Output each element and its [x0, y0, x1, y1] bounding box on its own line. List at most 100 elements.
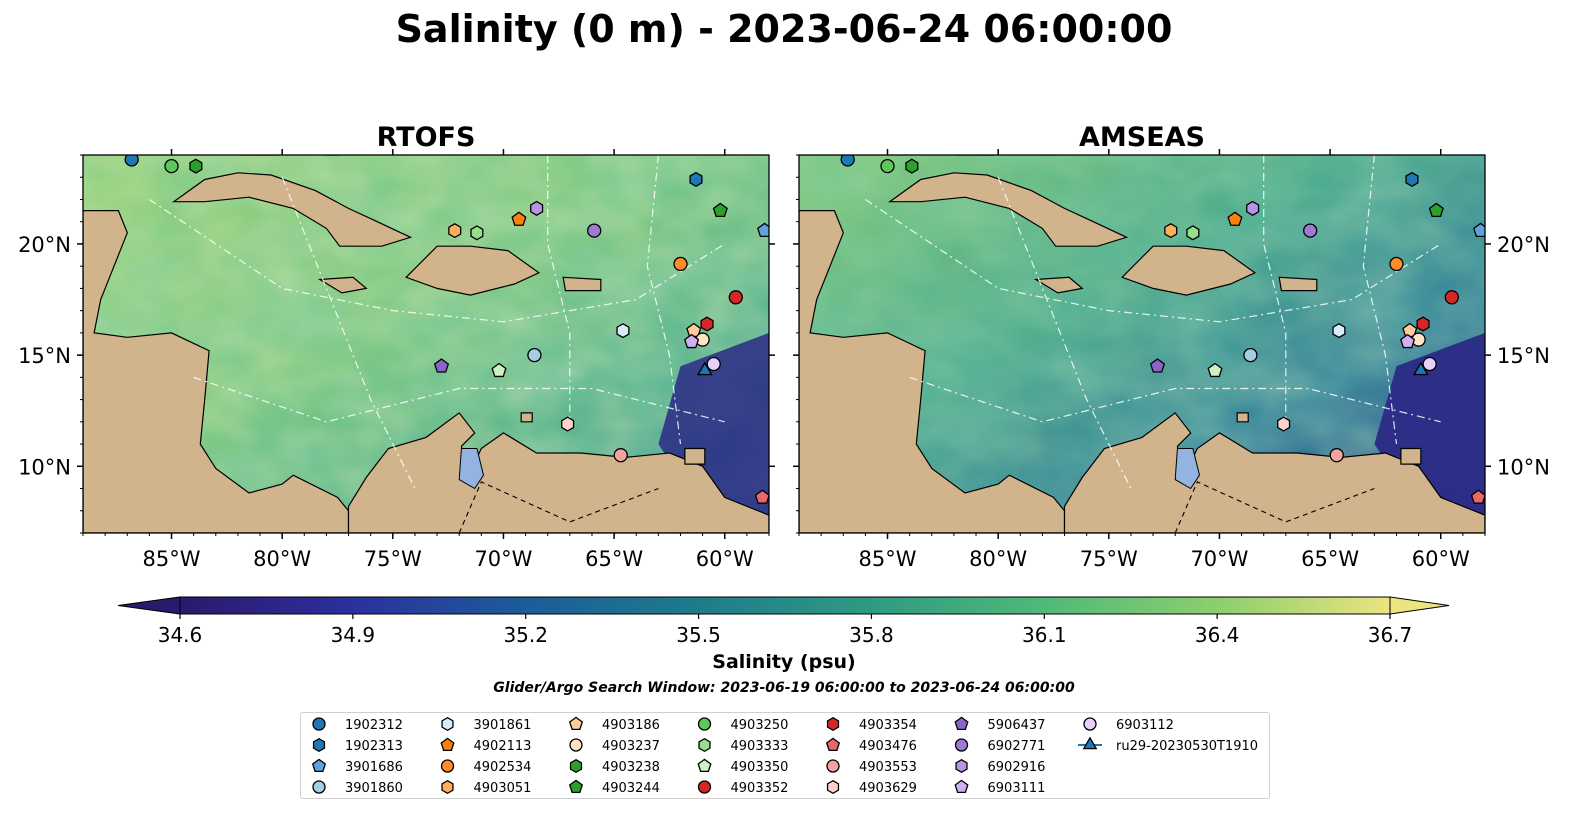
- legend-marker: [826, 779, 840, 795]
- legend-item: 4903244: [568, 779, 660, 796]
- legend-item: 3901861: [441, 716, 532, 733]
- map-frame: [82, 154, 770, 534]
- y-tick-label: 15°N: [1497, 344, 1550, 368]
- boundary-line: [281, 176, 416, 489]
- float-marker: [1329, 448, 1344, 463]
- legend-label: 4903051: [474, 781, 532, 796]
- colorbar-tick-label: 36.1: [1022, 623, 1067, 647]
- legend-label: 4903352: [731, 781, 789, 796]
- land-mass: [1400, 447, 1422, 465]
- legend-marker: [1082, 736, 1098, 750]
- legend-item: 3901686: [311, 758, 403, 775]
- float-marker: [673, 256, 688, 272]
- x-tick-label: 60°W: [1412, 547, 1470, 571]
- legend-label: 3901686: [345, 760, 403, 775]
- legend-label: 6903112: [1116, 718, 1174, 733]
- x-tick-label: 80°W: [253, 547, 311, 571]
- x-tick-label: 75°W: [364, 547, 422, 571]
- legend-item: 4903350: [697, 758, 788, 775]
- legend-label: 6903111: [988, 781, 1046, 796]
- float-marker: [1164, 223, 1178, 239]
- land-mass: [1121, 245, 1257, 296]
- float-marker: [1332, 323, 1346, 339]
- map-frame: [798, 154, 1486, 534]
- legend-marker: [568, 716, 584, 730]
- legend-marker: [825, 737, 841, 751]
- panel-title: AMSEAS: [1079, 122, 1205, 153]
- legend-label: 6902771: [988, 739, 1046, 754]
- legend-marker: [311, 758, 327, 772]
- legend-marker: [569, 738, 583, 752]
- legend-label: 4903354: [859, 718, 917, 733]
- float-marker: [689, 171, 703, 188]
- float-marker: [1246, 200, 1260, 216]
- float-marker: [1444, 290, 1459, 305]
- land-mass: [347, 412, 769, 533]
- float-marker: [1303, 223, 1318, 238]
- legend-label: 3901860: [345, 781, 403, 796]
- float-marker: [616, 323, 630, 339]
- boundary-line: [1362, 155, 1398, 445]
- legend-marker: [954, 779, 969, 793]
- float-marker: [683, 333, 700, 349]
- float-marker: [1470, 489, 1485, 504]
- land-mass: [171, 172, 413, 247]
- legend-label: ru29-20230530T1910: [1116, 739, 1258, 754]
- legend-entries: 1902312 1902313 3901686 3901860 3901861 49021…: [311, 716, 1258, 796]
- float-marker: [470, 225, 484, 241]
- legend-marker: [440, 759, 455, 773]
- float-marker: [433, 358, 450, 373]
- legend-marker: [697, 780, 712, 794]
- legend-marker: [312, 780, 326, 794]
- colorbar-tick-label: 35.8: [849, 623, 894, 647]
- legend-item: 6902771: [954, 738, 1046, 754]
- float-marker: [700, 316, 714, 332]
- legend-item: 4903238: [569, 758, 660, 775]
- legend-marker: [826, 716, 840, 732]
- x-tick-label: 60°W: [696, 547, 754, 571]
- float-marker: [1399, 333, 1416, 349]
- legend-item: 4903051: [441, 779, 532, 796]
- legend-item: 1902313: [312, 737, 403, 754]
- float-marker: [1277, 416, 1291, 432]
- map-panel-amseas: AMSEAS 85°W 80°W 75°W 70°W 65°W 60°W 20°N 15°N 10…: [793, 122, 1550, 571]
- float-marker: [491, 362, 507, 378]
- land-mass: [317, 276, 368, 294]
- float-marker: [587, 223, 602, 238]
- legend-label: 4903629: [859, 781, 917, 796]
- legend-item: 1902312: [312, 717, 403, 733]
- country-border: [1174, 481, 1375, 533]
- legend-marker: [697, 758, 712, 772]
- float-marker: [728, 290, 743, 305]
- y-tick-label: 20°N: [1497, 233, 1550, 257]
- boundary-line: [865, 199, 1442, 323]
- map-panel-rtofs: RTOFS 85°W 80°W 75°W 70°W 65°W 60°W 20°N 15°N 10°…: [18, 122, 775, 571]
- land-mass: [887, 172, 1129, 247]
- panel-title: RTOFS: [377, 122, 476, 153]
- float-marker: [1227, 211, 1243, 226]
- legend-marker: [569, 758, 583, 774]
- boundary-line: [646, 155, 682, 445]
- float-marker: [1243, 347, 1258, 363]
- legend-item: 4903333: [698, 737, 788, 754]
- legend-marker: [441, 716, 454, 732]
- land-mass: [520, 412, 533, 423]
- x-tick-label: 75°W: [1080, 547, 1138, 571]
- legend-item: 4903629: [826, 779, 917, 796]
- float-marker: [840, 155, 855, 167]
- float-marker: [757, 222, 769, 238]
- country-border: [458, 481, 659, 533]
- colorbar-tick-label: 36.4: [1195, 623, 1240, 647]
- map-field: [799, 155, 1485, 533]
- float-marker: [1207, 362, 1223, 378]
- legend-label: 4903553: [859, 760, 917, 775]
- legend-item: 4903186: [568, 716, 660, 733]
- legend-marker: [955, 758, 968, 774]
- x-tick-label: 70°W: [474, 547, 532, 571]
- boundary-line: [997, 176, 1132, 489]
- colorbar-tick-label: 34.9: [331, 623, 376, 647]
- legend-label: 3901861: [474, 718, 532, 733]
- x-tick-label: 80°W: [969, 547, 1027, 571]
- legend-label: 4903476: [859, 739, 917, 754]
